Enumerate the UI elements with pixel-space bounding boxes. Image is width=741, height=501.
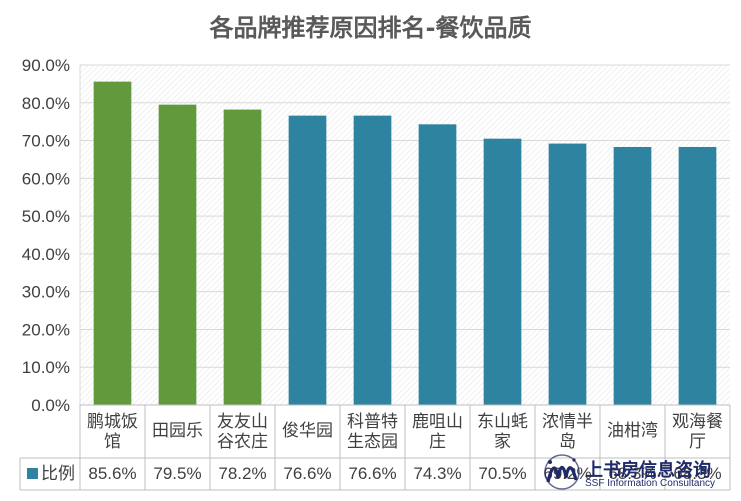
chart-title: 各品牌推荐原因排名-餐饮品质 [209, 14, 532, 42]
category-label: 油柑湾 [607, 421, 658, 441]
category-label: 厅 [689, 432, 706, 452]
data-label: 79.5% [153, 464, 201, 483]
y-tick-label: 40.0% [22, 245, 70, 264]
y-tick-label: 30.0% [22, 283, 70, 302]
legend-label: 比例 [41, 464, 75, 484]
y-tick-label: 50.0% [22, 207, 70, 226]
category-label: 科普特 [347, 412, 398, 432]
watermark-name-en: SSF Information Consultancy [585, 478, 716, 489]
bar [223, 109, 262, 406]
category-label: 观海餐 [672, 412, 723, 432]
y-tick-label: 20.0% [22, 320, 70, 339]
y-axis: 0.0% 10.0% 20.0% 30.0% 40.0% 50.0% 60.0% 70.0% 8… [22, 56, 81, 415]
watermark-logo: 上书房信息咨询 SSF Information Consultancy [540, 448, 740, 496]
category-label: 东山蚝 [477, 412, 528, 432]
bar [288, 115, 327, 405]
data-label: 68.3% [673, 464, 721, 483]
bar [158, 104, 197, 406]
y-tick-label: 70.0% [22, 132, 70, 151]
bars [93, 81, 717, 406]
data-label: 68.3% [608, 464, 656, 483]
category-label: 鹿咀山 [412, 412, 463, 432]
bar [418, 124, 457, 406]
data-label: 76.6% [348, 464, 396, 483]
data-label: 85.6% [88, 464, 136, 483]
y-tick-label: 60.0% [22, 169, 70, 188]
category-label: 馆 [104, 432, 121, 452]
bar [678, 146, 717, 405]
watermark-name-cn: 上书房信息咨询 [585, 460, 711, 481]
data-label: 74.3% [413, 464, 461, 483]
category-label: 浓情半 [542, 412, 593, 432]
category-label: 俊华园 [282, 421, 333, 441]
bar [353, 115, 392, 405]
y-tick-label: 80.0% [22, 94, 70, 113]
data-label: 78.2% [218, 464, 266, 483]
category-label: 岛 [559, 432, 576, 452]
data-label: 70.5% [478, 464, 526, 483]
category-label: 友友山 [217, 412, 268, 432]
category-label: 鹏城饭 [87, 412, 138, 432]
category-label: 田园乐 [152, 421, 203, 441]
data-label: 76.6% [283, 464, 331, 483]
category-label: 生态园 [347, 432, 398, 452]
bar [548, 143, 587, 406]
category-label: 庄 [429, 432, 446, 452]
logo-mark-icon [544, 454, 580, 490]
bar [483, 138, 522, 405]
y-tick-label: 10.0% [22, 358, 70, 377]
bar [93, 81, 132, 405]
category-label: 谷农庄 [217, 432, 268, 452]
category-label: 家 [494, 432, 511, 452]
legend-key-icon [27, 468, 38, 479]
bar [613, 146, 652, 405]
y-tick-label: 90.0% [22, 56, 70, 75]
y-tick-label: 0.0% [31, 396, 70, 415]
